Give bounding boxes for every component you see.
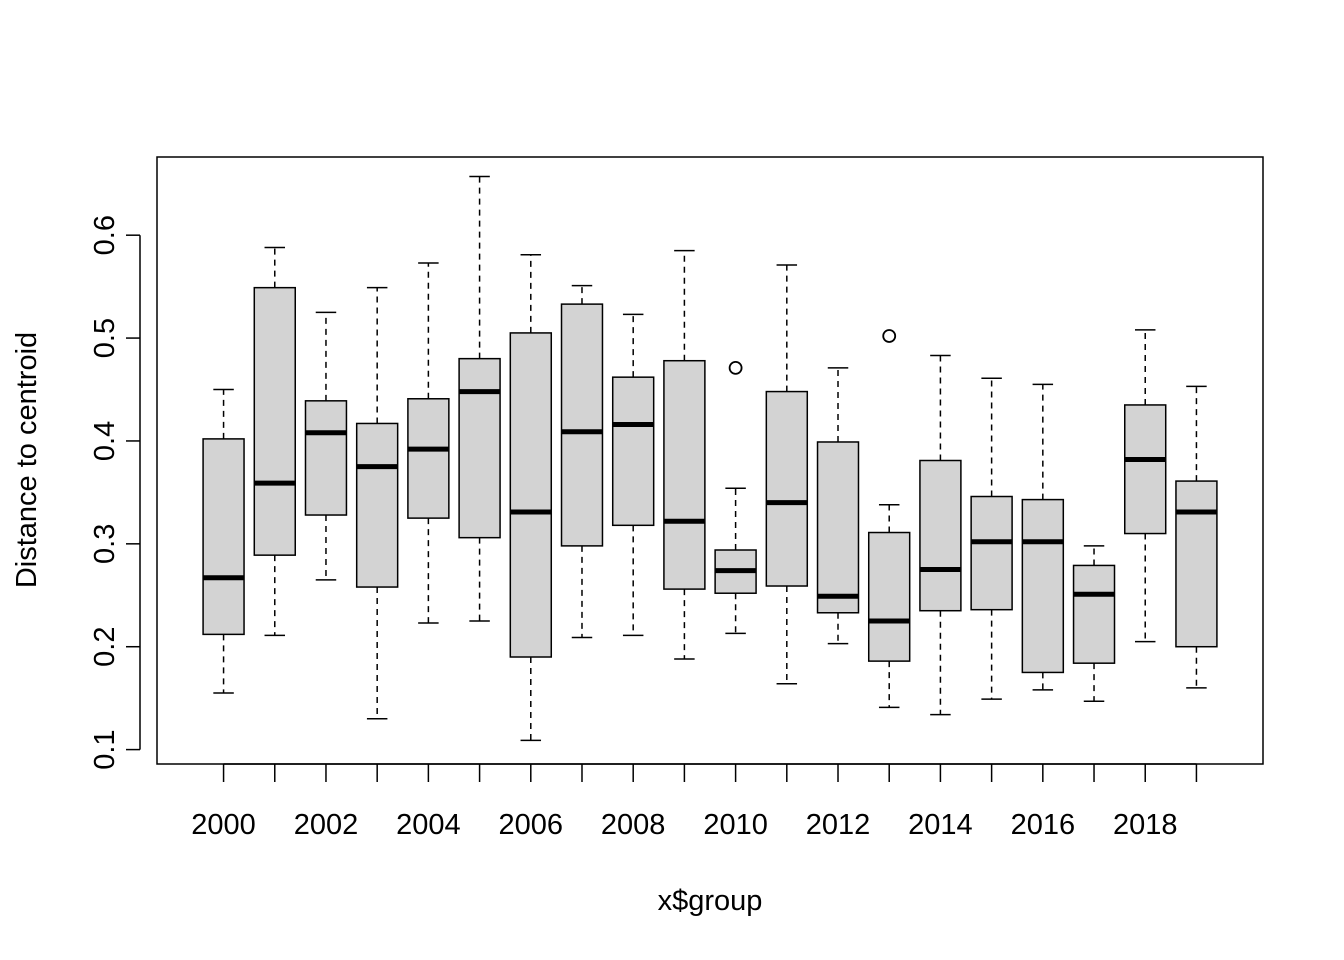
- iqr-box: [611, 376, 655, 527]
- y-axis-label: Distance to centroid: [11, 332, 43, 588]
- box-group-2017: [1072, 545, 1116, 702]
- iqr-box: [867, 531, 911, 662]
- x-axis-label: x$group: [658, 885, 763, 917]
- x-tick-label: 2010: [703, 809, 768, 841]
- iqr-box: [970, 495, 1013, 611]
- iqr-box: [1175, 480, 1218, 648]
- iqr-box: [304, 400, 348, 516]
- box-group-2011: [765, 264, 809, 685]
- x-tick-label: 2008: [601, 809, 666, 841]
- box-group-2005: [458, 175, 501, 622]
- iqr-box: [202, 438, 245, 636]
- iqr-box: [1124, 404, 1167, 535]
- box-group-2015: [970, 377, 1013, 700]
- x-tick-label: 2006: [499, 809, 564, 841]
- iqr-box: [816, 441, 860, 614]
- outlier-point: [728, 361, 743, 375]
- iqr-box: [355, 422, 399, 588]
- iqr-box: [663, 359, 706, 590]
- x-tick-label: 2018: [1113, 809, 1178, 841]
- iqr-box: [509, 332, 553, 658]
- box-group-2013: [867, 329, 911, 709]
- box-group-2007: [560, 284, 604, 639]
- box-group-2018: [1124, 329, 1167, 643]
- x-axis: 2000 2002 2004 2006 2008 2010 2012 2014 2016 2018: [191, 763, 1198, 841]
- x-tick-label: 2004: [396, 809, 461, 841]
- y-tick-label: 0.2: [89, 627, 121, 667]
- x-tick-label: 2002: [294, 809, 359, 841]
- box-group-2002: [304, 311, 348, 581]
- outlier-point: [882, 329, 897, 343]
- box-group-2006: [509, 253, 553, 742]
- box-group-2016: [1021, 383, 1065, 691]
- x-tick-label: 2012: [806, 809, 871, 841]
- box-group-2001: [253, 246, 296, 637]
- y-tick-label: 0.6: [89, 215, 121, 255]
- iqr-box: [765, 390, 809, 587]
- y-tick-label: 0.5: [89, 318, 121, 358]
- iqr-box: [407, 398, 450, 519]
- x-tick-label: 2016: [1011, 809, 1076, 841]
- iqr-box: [1072, 564, 1116, 664]
- x-tick-label: 2014: [908, 809, 973, 841]
- box-group-2014: [919, 354, 962, 716]
- iqr-box: [1021, 498, 1065, 674]
- y-tick-label: 0.4: [89, 421, 121, 461]
- box-group-2003: [355, 286, 399, 720]
- box-group-2019: [1175, 385, 1218, 689]
- box-group-2008: [611, 313, 655, 637]
- x-tick-label: 2000: [191, 809, 256, 841]
- iqr-box: [458, 357, 501, 539]
- box-group-2004: [407, 262, 450, 624]
- y-axis: 0.1 0.2 0.3 0.4 0.5 0.6: [89, 215, 141, 770]
- box-group-2009: [663, 249, 706, 660]
- iqr-box: [919, 459, 962, 612]
- box-group-2010: [714, 361, 757, 635]
- y-tick-label: 0.3: [89, 524, 121, 564]
- boxes-layer: [202, 175, 1218, 742]
- iqr-box: [253, 286, 296, 556]
- y-tick-label: 0.1: [89, 729, 121, 769]
- box-group-2012: [816, 367, 860, 645]
- iqr-box: [560, 303, 604, 547]
- box-group-2000: [202, 388, 245, 694]
